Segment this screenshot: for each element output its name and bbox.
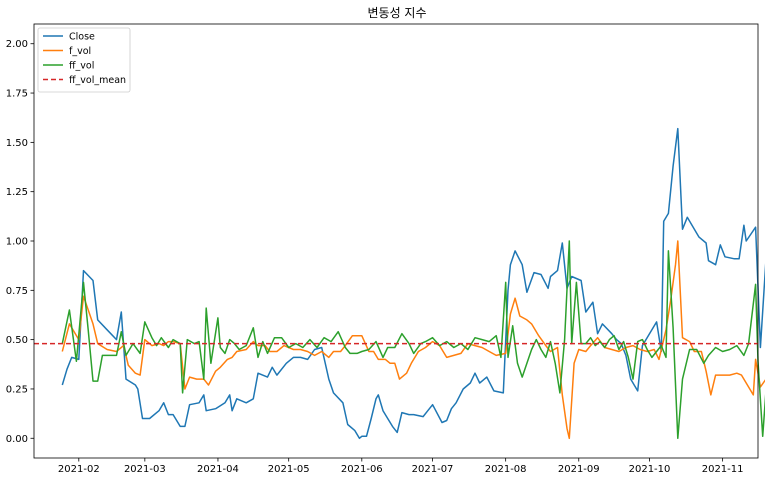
x-tick-label: 2021-06 [341,464,383,475]
chart-title: 변동성 지수 [367,6,426,20]
y-tick-label: 2.00 [6,39,28,50]
legend-box [37,27,131,93]
x-tick-label: 2021-09 [558,464,600,475]
plot-area [33,23,765,459]
x-tick-label: 2021-07 [412,464,454,475]
y-tick-label: 0.75 [6,286,28,297]
y-tick-label: 0.25 [6,384,28,395]
y-tick-label: 1.25 [6,187,28,198]
legend-label: Close [69,32,95,43]
y-tick-label: 0.00 [6,434,28,445]
series-line-close [61,127,765,440]
x-tick-label: 2021-11 [702,464,744,475]
legend-label: f_vol [69,46,91,57]
x-tick-label: 2021-08 [485,464,527,475]
x-tick-label: 2021-03 [124,464,166,475]
x-tick-label: 2021-10 [629,464,671,475]
y-tick-label: 1.00 [6,237,28,248]
x-tick-label: 2021-02 [58,464,100,475]
x-tick-label: 2021-05 [268,464,310,475]
y-tick-label: 1.75 [6,89,28,100]
x-axis: 2021-02 2021-03 2021-04 2021-05 2021-06 2021-… [58,458,744,475]
y-tick-label: 1.50 [6,138,28,149]
legend: Close f_vol ff_vol ff_vol_mean [37,27,131,93]
legend-label: ff_vol [69,61,94,72]
legend-label: ff_vol_mean [69,75,126,86]
x-tick-label: 2021-04 [197,464,239,475]
y-axis: 0.00 0.25 0.50 0.75 1.00 1.25 1.50 1.75 2.00 [6,39,34,445]
y-tick-label: 0.50 [6,335,28,346]
